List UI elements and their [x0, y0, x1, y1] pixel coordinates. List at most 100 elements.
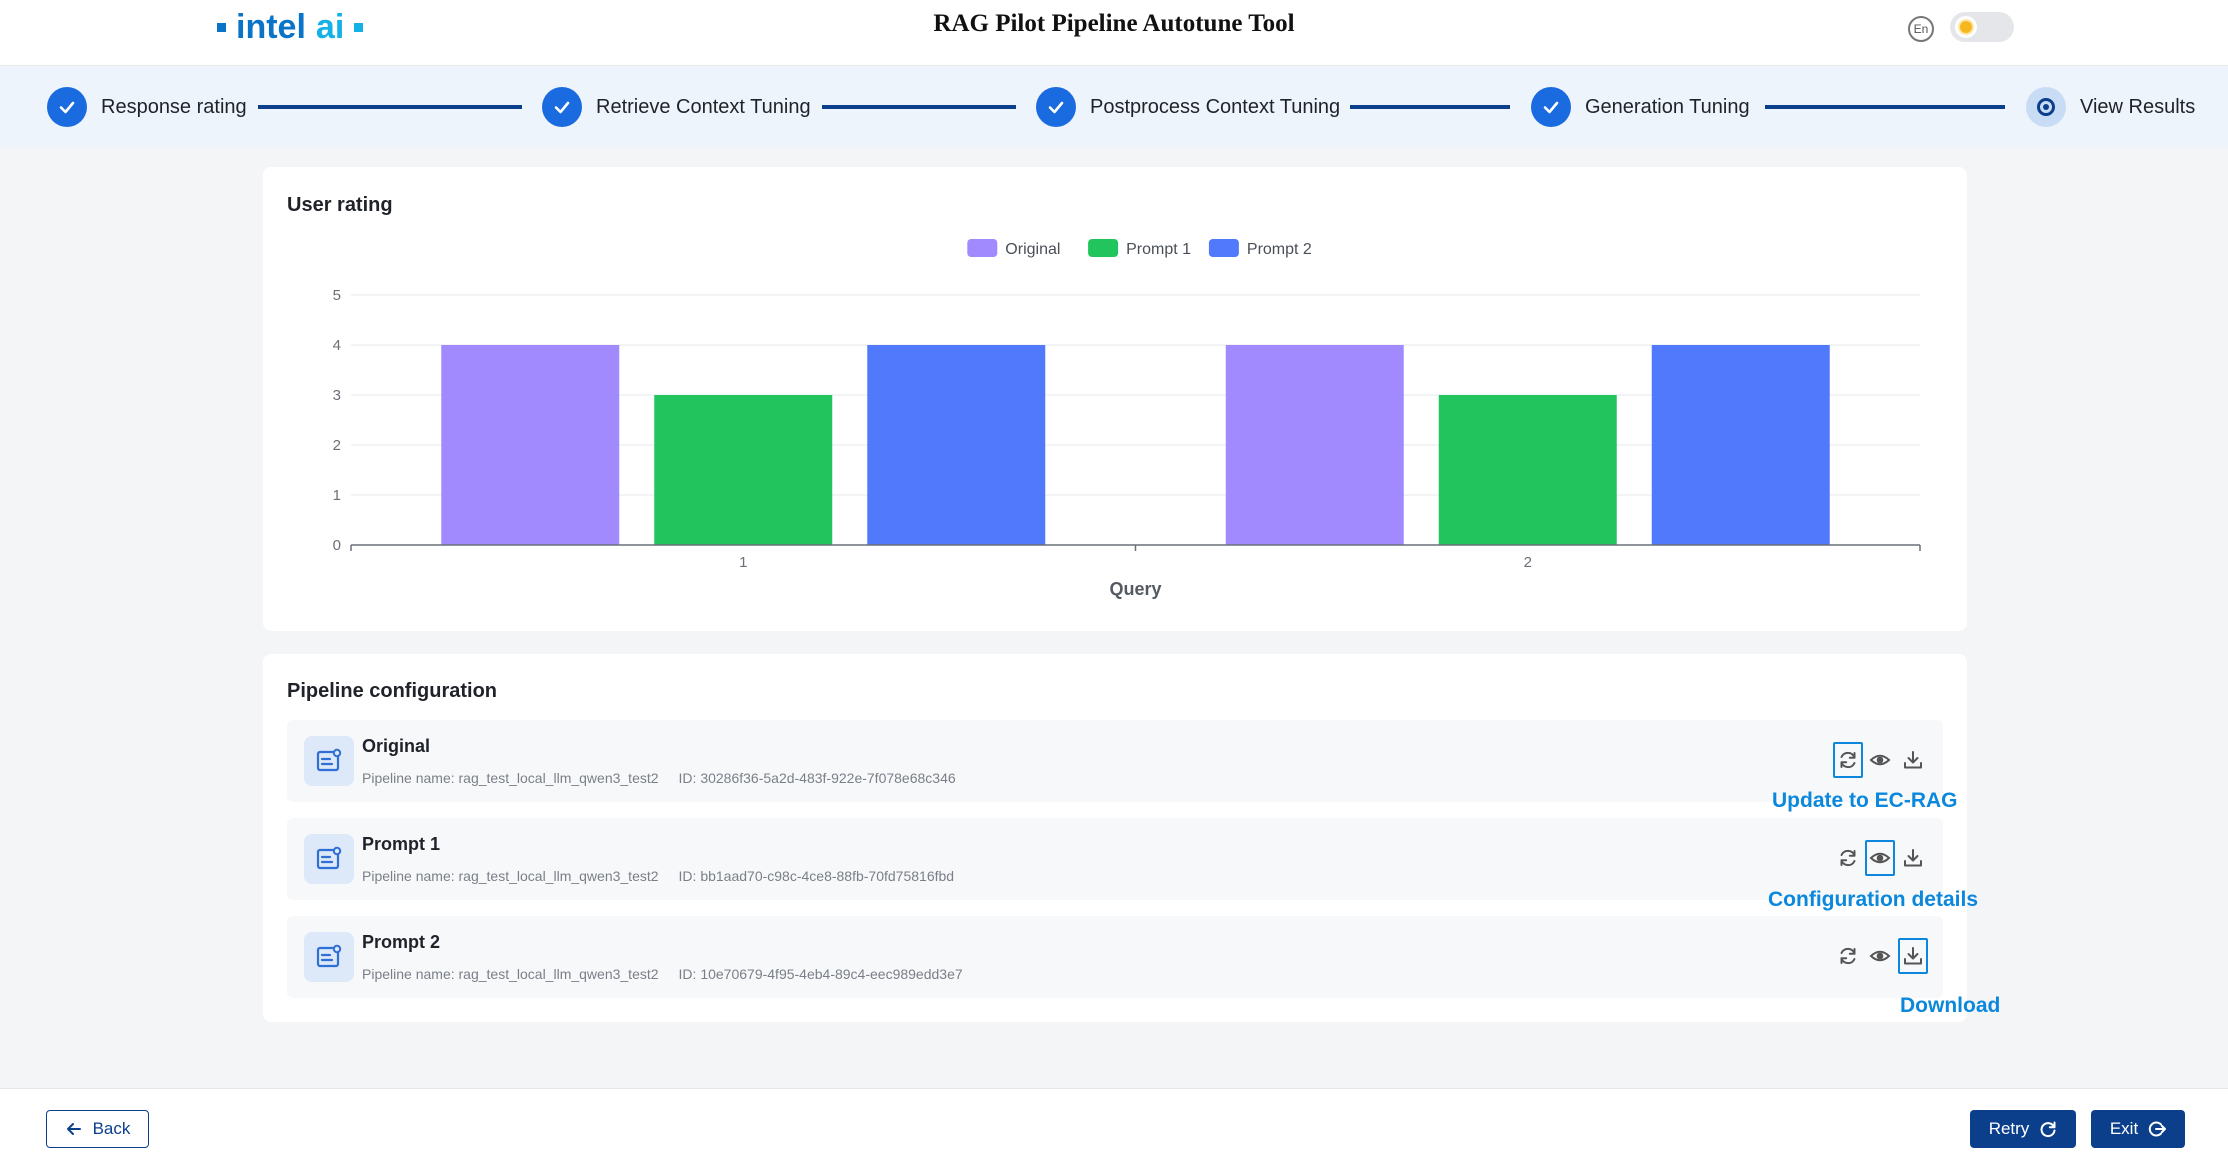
x-tick-label: 1: [739, 554, 747, 571]
callout-configuration-details: Configuration details: [1768, 888, 1978, 911]
update-to-ecrag-button[interactable]: [1833, 742, 1863, 778]
retry-button[interactable]: Retry: [1970, 1110, 2076, 1148]
logo-square-icon: [217, 22, 226, 32]
refresh-icon: [1840, 849, 1856, 867]
pipeline-label: Prompt 1: [362, 834, 441, 854]
eye-icon: [1869, 852, 1891, 864]
update-to-ecrag-button[interactable]: [1833, 840, 1863, 876]
refresh-icon: [2040, 1121, 2056, 1138]
language-switch-button[interactable]: En: [1908, 16, 1934, 42]
callout-download: Download: [1900, 994, 2001, 1017]
step-connector: [1765, 105, 2005, 109]
update-to-ecrag-button[interactable]: [1833, 938, 1863, 974]
user-rating-chart: 0 1 2 3 4 5 1 2 Query Original Prompt 1 Prompt 2: [333, 239, 1921, 599]
bar-original-2: [1225, 345, 1404, 545]
legend-label: Original: [1005, 241, 1060, 258]
step-generation-tuning[interactable]: Generation Tuning: [1531, 87, 1750, 127]
pipeline-name-value: rag_test_local_llm_qwen3_test2: [458, 770, 659, 786]
download-button[interactable]: [1898, 840, 1928, 876]
configuration-details-button[interactable]: [1865, 938, 1895, 974]
pipeline-id-prefix: ID:: [678, 966, 701, 982]
step-connector: [258, 105, 522, 109]
pipeline-label: Prompt 2: [362, 932, 441, 952]
app-header: intel ai RAG Pilot Pipeline Autotune Too…: [0, 0, 2228, 66]
arrow-left-icon: [66, 1123, 81, 1135]
step-label: Retrieve Context Tuning: [596, 95, 811, 118]
y-tick-label: 3: [333, 387, 341, 404]
exit-button[interactable]: Exit: [2091, 1110, 2185, 1148]
step-label: Postprocess Context Tuning: [1090, 95, 1341, 118]
row-actions: [1833, 938, 1933, 974]
step-label: View Results: [2080, 95, 2196, 118]
pipeline-document-icon: [304, 834, 354, 884]
pipeline-name-value: rag_test_local_llm_qwen3_test2: [458, 868, 659, 884]
callout-update-to-ecrag: Update to EC-RAG: [1772, 789, 1958, 812]
bar-prompt-2-2: [1651, 345, 1830, 545]
download-icon: [1904, 751, 1922, 769]
legend-swatch-prompt-1: [1088, 239, 1119, 257]
y-tick-label: 5: [333, 287, 341, 304]
pipeline-name-prefix: Pipeline name:: [362, 868, 459, 884]
exit-icon: [2149, 1121, 2167, 1137]
pipeline-meta: Pipeline name: rag_test_local_llm_qwen3_…: [362, 770, 956, 786]
refresh-icon: [1840, 947, 1856, 965]
pipeline-name-prefix: Pipeline name:: [362, 770, 459, 786]
legend-swatch-original: [967, 239, 998, 257]
step-retrieve-context-tuning[interactable]: Retrieve Context Tuning: [542, 87, 811, 127]
legend-label: Prompt 1: [1126, 241, 1191, 258]
y-tick-label: 2: [333, 437, 341, 454]
logo-text-ai: ai: [315, 7, 345, 46]
logo-square-icon: [354, 22, 364, 32]
step-response-rating[interactable]: Response rating: [47, 87, 247, 127]
x-axis-label: Query: [1109, 579, 1161, 599]
back-button[interactable]: Back: [46, 1110, 149, 1148]
pipeline-document-icon: [304, 932, 354, 982]
pipeline-row-prompt-1: Prompt 1 Pipeline name: rag_test_local_l…: [287, 818, 1943, 900]
x-tick-label: 2: [1524, 554, 1532, 571]
back-button-label: Back: [92, 1119, 131, 1138]
legend-swatch-prompt-2: [1208, 239, 1239, 257]
retry-button-label: Retry: [1988, 1119, 2030, 1138]
download-icon: [1904, 947, 1922, 965]
pipeline-row-original: Original Pipeline name: rag_test_local_l…: [287, 720, 1943, 802]
app-title: RAG Pilot Pipeline Autotune Tool: [933, 10, 1295, 37]
step-postprocess-context-tuning[interactable]: Postprocess Context Tuning: [1036, 87, 1340, 127]
theme-toggle[interactable]: [1950, 12, 2014, 42]
download-icon: [1904, 849, 1922, 867]
row-actions: [1833, 742, 1933, 778]
pipeline-meta: Pipeline name: rag_test_local_llm_qwen3_…: [362, 966, 963, 982]
step-label: Response rating: [101, 95, 247, 118]
card-title: User rating: [287, 194, 393, 216]
bar-prompt-1-2: [1438, 395, 1617, 545]
bar-original-1: [441, 345, 620, 545]
check-icon: [1531, 87, 1571, 127]
pipeline-row-prompt-2: Prompt 2 Pipeline name: rag_test_local_l…: [287, 916, 1943, 998]
check-icon: [1036, 87, 1076, 127]
pipeline-document-icon: [304, 736, 354, 786]
row-actions: [1833, 840, 1933, 876]
step-connector: [822, 105, 1016, 109]
pipeline-label: Original: [362, 736, 431, 756]
intel-ai-logo: intel ai: [217, 6, 364, 48]
card-title: Pipeline configuration: [287, 680, 498, 702]
footer-bar: Back Retry Exit: [0, 1088, 2228, 1159]
y-tick-label: 1: [333, 487, 341, 504]
exit-button-label: Exit: [2109, 1119, 2139, 1138]
pipeline-id-value: 10e70679-4f95-4eb4-89c4-eec989edd3e7: [700, 966, 963, 982]
current-step-icon: [2026, 87, 2066, 127]
configuration-details-button[interactable]: [1865, 840, 1895, 876]
configuration-details-button[interactable]: [1865, 742, 1895, 778]
check-icon: [47, 87, 87, 127]
pipeline-id-prefix: ID:: [678, 868, 701, 884]
step-view-results[interactable]: View Results: [2026, 87, 2195, 127]
download-button[interactable]: [1898, 938, 1928, 974]
user-rating-card: User rating 0 1 2 3 4 5 1 2 Query Original Prompt …: [263, 167, 1967, 631]
check-icon: [542, 87, 582, 127]
eye-icon: [1869, 754, 1891, 766]
y-tick-label: 0: [333, 537, 341, 554]
pipeline-name-prefix: Pipeline name:: [362, 966, 459, 982]
theme-toggle-knob: [1955, 16, 1977, 38]
bar-prompt-1-1: [654, 395, 833, 545]
eye-icon: [1869, 950, 1891, 962]
download-button[interactable]: [1898, 742, 1928, 778]
